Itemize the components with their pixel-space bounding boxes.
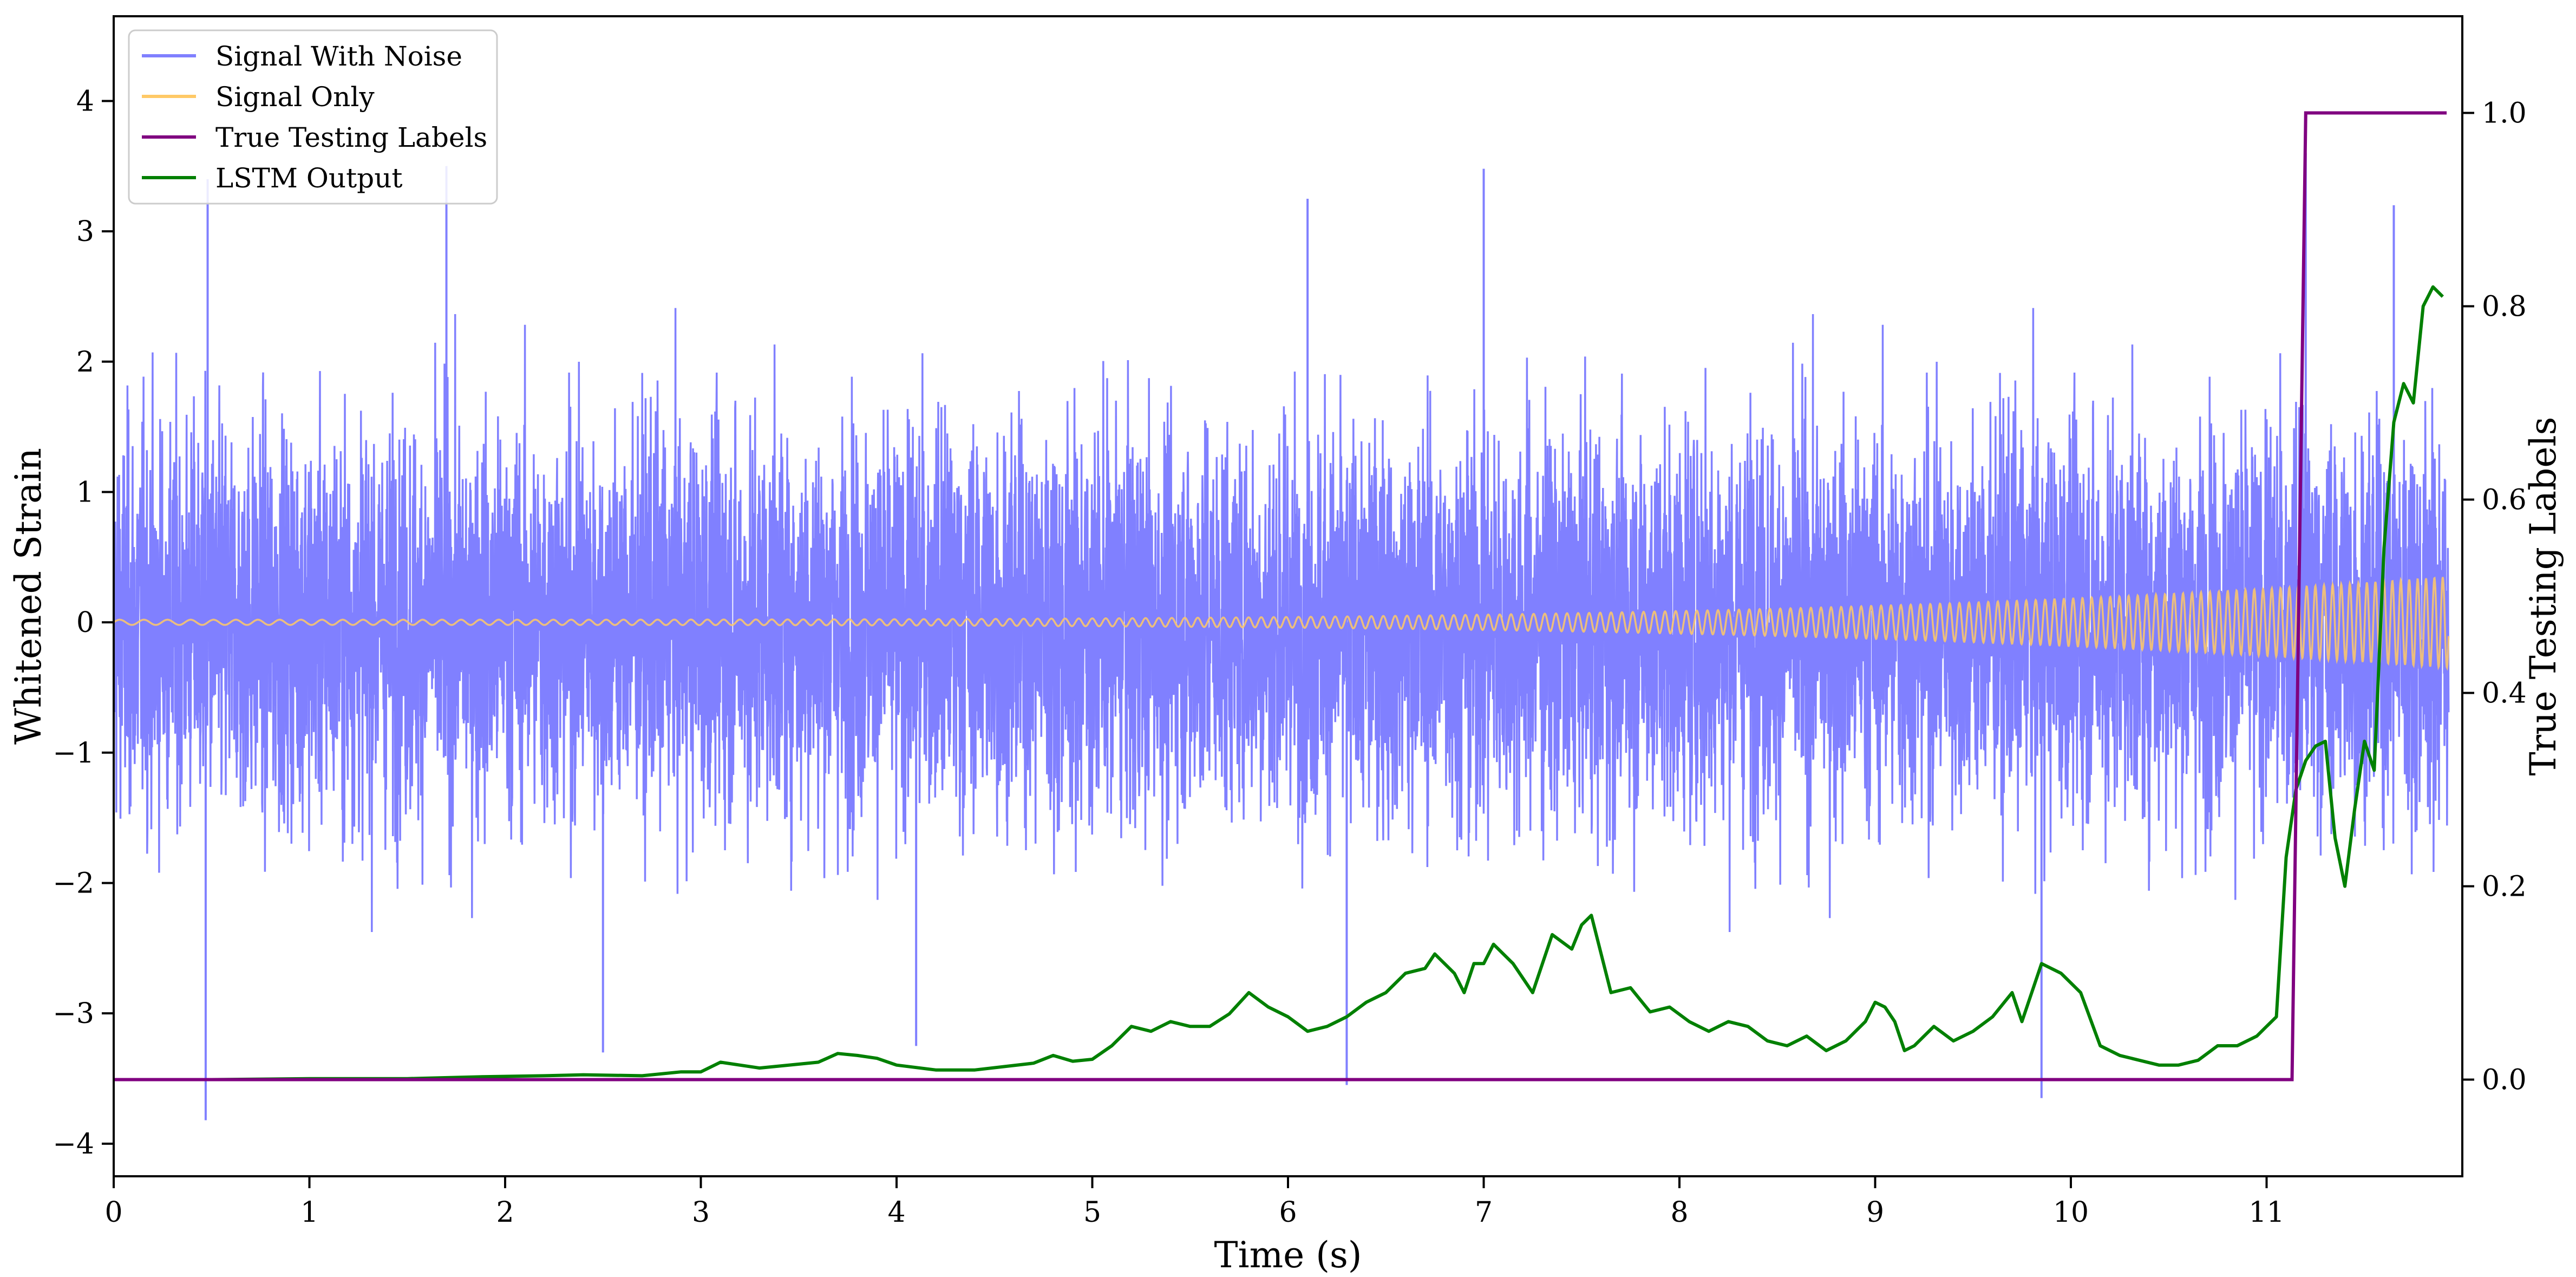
y-right-tick-label: 0.4 — [2482, 677, 2527, 710]
y-right-tick-label: 0.0 — [2482, 1064, 2527, 1097]
y-left-tick-label: −1 — [53, 737, 94, 770]
x-tick-label: 0 — [104, 1196, 122, 1229]
legend-box — [128, 29, 498, 205]
y-left-tick-label: 4 — [76, 85, 94, 118]
y-left-tick-label: 2 — [76, 346, 94, 379]
y-right-tick-label: 0.8 — [2482, 291, 2527, 323]
y-right-axis-ticks: 0.0 0.2 0.4 0.6 0.8 1.0 — [2462, 97, 2527, 1097]
x-tick-label: 9 — [1866, 1196, 1884, 1229]
y-left-tick-label: 1 — [76, 476, 94, 509]
x-tick-label: 5 — [1083, 1196, 1101, 1229]
x-axis-ticks: 0 1 2 3 4 5 6 7 8 9 10 11 — [104, 1176, 2285, 1229]
y-right-tick-label: 1.0 — [2482, 97, 2527, 130]
lstm-output-line — [114, 285, 2444, 1081]
signal-with-noise-series — [113, 153, 2450, 1120]
x-tick-label: 10 — [2053, 1196, 2089, 1229]
legend-label-1: Signal Only — [215, 81, 375, 113]
y-left-axis-ticks: −4 −3 −2 −1 0 1 2 3 4 — [53, 85, 114, 1161]
x-tick-label: 8 — [1670, 1196, 1688, 1229]
legend-label-3: LSTM Output — [215, 162, 402, 194]
x-tick-label: 3 — [692, 1196, 710, 1229]
x-tick-label: 11 — [2248, 1196, 2284, 1229]
signal-with-noise-line — [113, 308, 2450, 933]
signal-only-line — [113, 576, 2450, 671]
y-left-tick-label: −3 — [53, 998, 94, 1030]
y-left-tick-label: −4 — [53, 1128, 94, 1161]
y-right-tick-label: 0.2 — [2482, 871, 2527, 903]
lstm-output-series — [114, 285, 2444, 1081]
true-labels-series — [114, 111, 2447, 1081]
legend-label-2: True Testing Labels — [215, 122, 487, 153]
x-tick-label: 1 — [300, 1196, 318, 1229]
signal-only-series — [113, 576, 2450, 671]
x-tick-label: 2 — [496, 1196, 514, 1229]
y-right-axis-label: True Testing Labels — [2522, 417, 2564, 776]
x-axis-label: Time (s) — [1214, 1234, 1362, 1274]
y-right-tick-label: 0.6 — [2482, 484, 2527, 517]
y-left-tick-label: 0 — [76, 607, 94, 639]
legend-label-0: Signal With Noise — [215, 41, 462, 72]
y-left-tick-label: 3 — [76, 216, 94, 248]
x-tick-label: 4 — [887, 1196, 905, 1229]
x-tick-label: 7 — [1475, 1196, 1493, 1229]
x-tick-label: 6 — [1279, 1196, 1297, 1229]
y-left-axis-label: Whitened Strain — [8, 448, 49, 745]
legend: Signal With Noise Signal Only True Testing… — [128, 29, 498, 205]
y-left-tick-label: −2 — [53, 867, 94, 900]
true-labels-line — [114, 111, 2447, 1081]
